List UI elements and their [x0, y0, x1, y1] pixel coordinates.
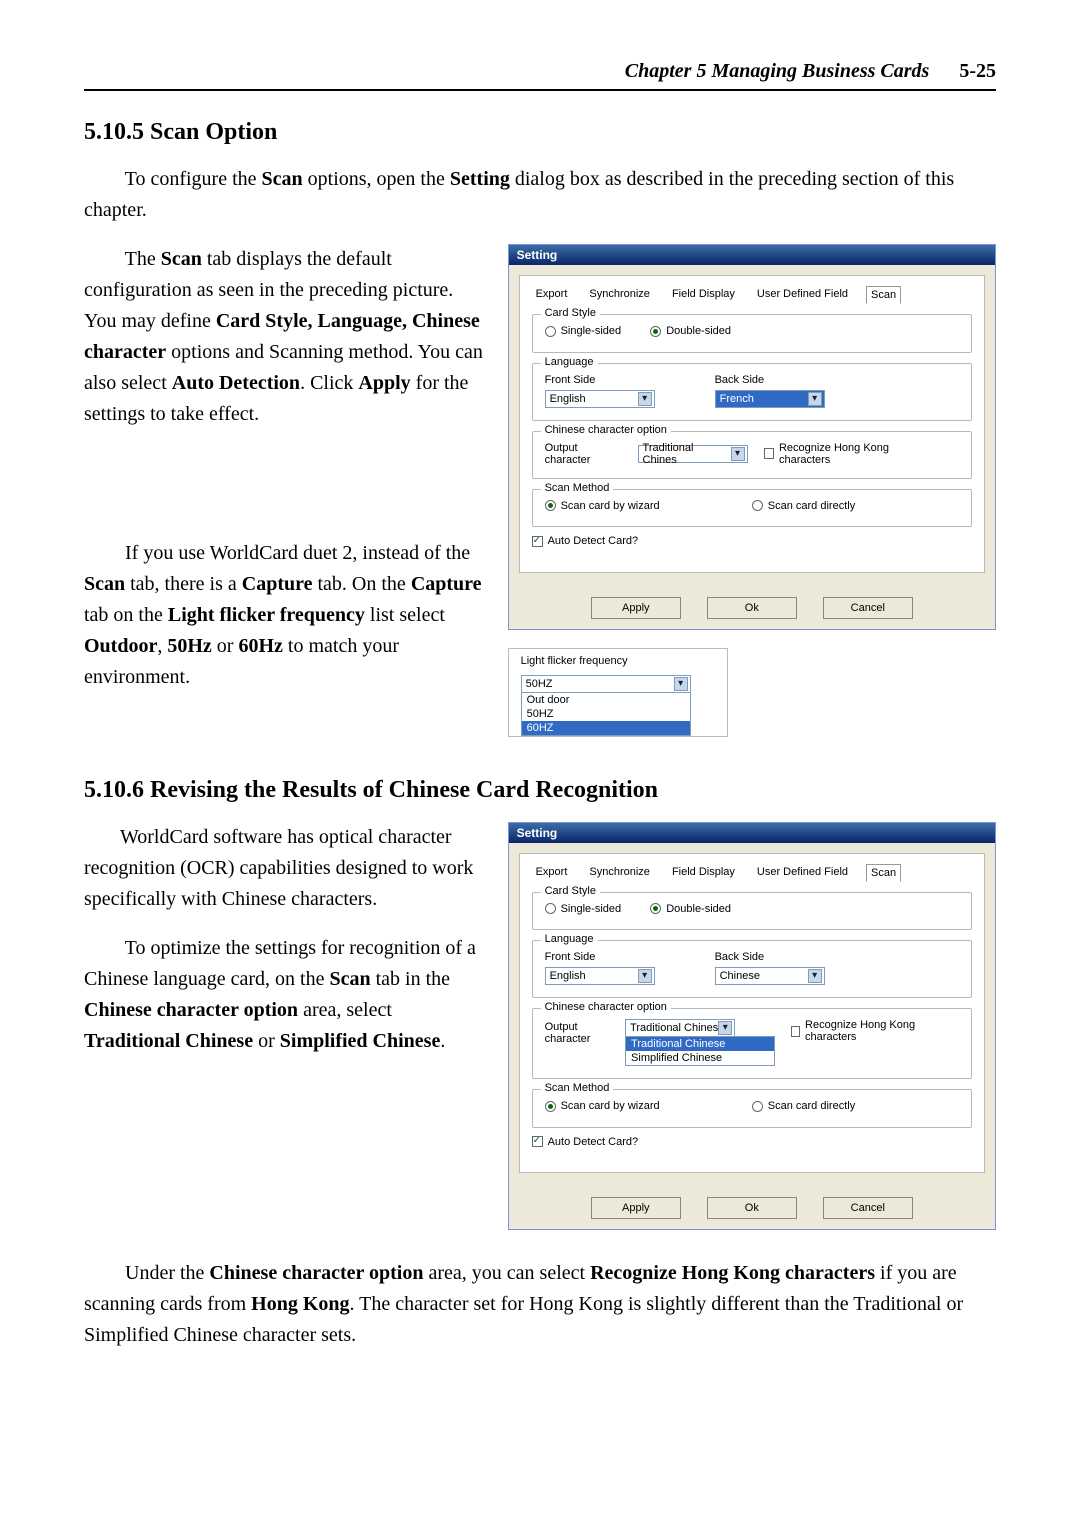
para-optimize-chinese: To optimize the settings for recognition… [84, 933, 484, 1057]
radio-scan-by-wizard[interactable]: Scan card by wizard [545, 1100, 660, 1112]
tab-export[interactable]: Export [532, 286, 572, 304]
radio-single-sided[interactable]: Single-sided [545, 903, 622, 915]
apply-button[interactable]: Apply [591, 597, 681, 619]
chapter-title: Chapter 5 Managing Business Cards [625, 60, 930, 83]
radio-double-sided[interactable]: Double-sided [650, 903, 731, 915]
radio-double-sided[interactable]: Double-sided [650, 325, 731, 337]
ok-button[interactable]: Ok [707, 597, 797, 619]
tab-user-defined-field[interactable]: User Defined Field [753, 286, 852, 304]
para-capture-flicker: If you use WorldCard duet 2, instead of … [84, 538, 484, 693]
output-character-label: Output character [545, 442, 622, 466]
para-scan-intro: To configure the Scan options, open the … [84, 164, 996, 226]
front-side-label: Front Side [545, 951, 655, 963]
language-group: Language Front Side English▾ Back Side F… [532, 363, 972, 421]
chinese-character-option-group: Chinese character option Output characte… [532, 431, 972, 479]
light-flicker-panel: Light flicker frequency 50HZ▾ Out door 5… [508, 648, 728, 737]
chevron-down-icon: ▾ [808, 969, 822, 983]
output-character-select[interactable]: Traditional Chines▾ [638, 445, 748, 463]
dialog-title: Setting [509, 823, 995, 843]
dialog-button-bar: Apply Ok Cancel [509, 1183, 995, 1229]
chinese-character-option-group: Chinese character option Output characte… [532, 1008, 972, 1079]
tab-export[interactable]: Export [532, 864, 572, 882]
scan-method-group: Scan Method Scan card by wizard Scan car… [532, 489, 972, 528]
front-side-label: Front Side [545, 374, 655, 386]
chevron-down-icon: ▾ [808, 392, 822, 406]
page-number: 5-25 [959, 60, 996, 83]
para-scan-tab-desc: The Scan tab displays the default config… [84, 244, 484, 430]
tab-user-defined-field[interactable]: User Defined Field [753, 864, 852, 882]
option-simplified-chinese[interactable]: Simplified Chinese [626, 1051, 774, 1065]
auto-detect-checkbox[interactable]: Auto Detect Card? [532, 535, 639, 547]
back-side-label: Back Side [715, 951, 825, 963]
setting-dialog-2: Setting Export Synchronize Field Display… [508, 822, 996, 1231]
dialog-tabs: Export Synchronize Field Display User De… [532, 286, 972, 304]
output-character-dropdown: Traditional Chinese Simplified Chinese [625, 1036, 775, 1066]
tab-scan[interactable]: Scan [866, 286, 901, 304]
option-traditional-chinese[interactable]: Traditional Chinese [626, 1037, 774, 1051]
radio-scan-by-wizard[interactable]: Scan card by wizard [545, 500, 660, 512]
cancel-button[interactable]: Cancel [823, 597, 913, 619]
page-header: Chapter 5 Managing Business Cards 5-25 [84, 60, 996, 91]
apply-button[interactable]: Apply [591, 1197, 681, 1219]
ok-button[interactable]: Ok [707, 1197, 797, 1219]
recognize-hk-checkbox[interactable]: Recognize Hong Kong characters [791, 1019, 933, 1043]
radio-scan-directly[interactable]: Scan card directly [752, 1100, 855, 1112]
card-style-group: Card Style Single-sided Double-sided [532, 892, 972, 931]
back-side-select[interactable]: French▾ [715, 390, 825, 408]
tab-field-display[interactable]: Field Display [668, 286, 739, 304]
chevron-down-icon: ▾ [638, 392, 652, 406]
chevron-down-icon: ▾ [731, 447, 745, 461]
light-flicker-legend: Light flicker frequency [521, 655, 715, 667]
card-style-group: Card Style Single-sided Double-sided [532, 314, 972, 353]
radio-scan-directly[interactable]: Scan card directly [752, 500, 855, 512]
tab-synchronize[interactable]: Synchronize [585, 286, 654, 304]
section-heading-5-10-6: 5.10.6 Revising the Results of Chinese C… [84, 777, 996, 804]
chevron-down-icon: ▾ [674, 677, 688, 691]
flicker-option-outdoor[interactable]: Out door [522, 693, 690, 707]
back-side-label: Back Side [715, 374, 825, 386]
chevron-down-icon: ▾ [718, 1021, 732, 1035]
light-flicker-dropdown: Out door 50HZ 60HZ [521, 692, 691, 736]
flicker-option-50hz[interactable]: 50HZ [522, 707, 690, 721]
flicker-option-60hz[interactable]: 60HZ [522, 721, 690, 735]
tab-field-display[interactable]: Field Display [668, 864, 739, 882]
cancel-button[interactable]: Cancel [823, 1197, 913, 1219]
front-side-select[interactable]: English▾ [545, 390, 655, 408]
chevron-down-icon: ▾ [638, 969, 652, 983]
setting-dialog-1: Setting Export Synchronize Field Display… [508, 244, 996, 630]
auto-detect-checkbox[interactable]: Auto Detect Card? [532, 1136, 639, 1148]
tab-scan[interactable]: Scan [866, 864, 901, 882]
para-ocr-intro: WorldCard software has optical character… [84, 822, 484, 915]
front-side-select[interactable]: English▾ [545, 967, 655, 985]
back-side-select[interactable]: Chinese▾ [715, 967, 825, 985]
dialog-button-bar: Apply Ok Cancel [509, 583, 995, 629]
para-hk-characters: Under the Chinese character option area,… [84, 1258, 996, 1351]
dialog-title: Setting [509, 245, 995, 265]
language-group: Language Front Side English▾ Back Side C… [532, 940, 972, 998]
radio-single-sided[interactable]: Single-sided [545, 325, 622, 337]
tab-synchronize[interactable]: Synchronize [585, 864, 654, 882]
scan-method-group: Scan Method Scan card by wizard Scan car… [532, 1089, 972, 1128]
recognize-hk-checkbox[interactable]: Recognize Hong Kong characters [764, 442, 933, 466]
dialog-tabs: Export Synchronize Field Display User De… [532, 864, 972, 882]
output-character-select[interactable]: Traditional Chines▾ [625, 1019, 735, 1037]
section-heading-5-10-5: 5.10.5 Scan Option [84, 119, 996, 146]
light-flicker-select[interactable]: 50HZ▾ [521, 675, 691, 693]
output-character-label: Output character [545, 1019, 609, 1045]
